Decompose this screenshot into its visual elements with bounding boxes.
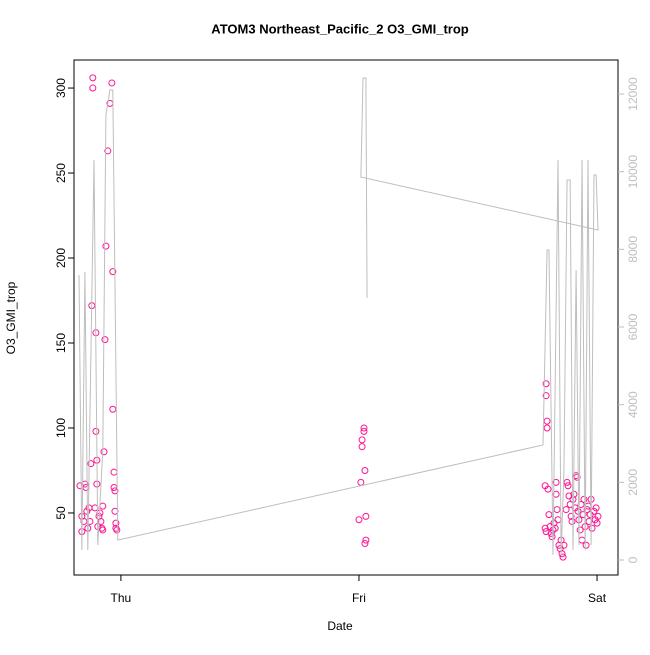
point xyxy=(99,502,107,510)
point xyxy=(552,478,560,486)
x-tick-label: Fri xyxy=(352,591,366,605)
y-tick-label: 100 xyxy=(54,418,68,438)
point xyxy=(547,529,555,537)
point xyxy=(91,504,99,512)
point xyxy=(357,478,365,486)
y2-tick-label: 4000 xyxy=(626,391,640,418)
point xyxy=(83,507,91,515)
y-axis-label: O3_GMI_trop xyxy=(4,281,18,354)
point xyxy=(553,506,561,514)
point xyxy=(554,516,562,524)
y-tick-label: 150 xyxy=(54,333,68,353)
point xyxy=(92,427,100,435)
point xyxy=(112,519,120,527)
line xyxy=(78,77,599,556)
point xyxy=(586,511,594,519)
point xyxy=(361,540,369,548)
point xyxy=(585,517,593,525)
point xyxy=(542,392,550,400)
point xyxy=(101,336,109,344)
point xyxy=(362,536,370,544)
point xyxy=(594,512,602,520)
point xyxy=(562,506,570,514)
point xyxy=(552,490,560,498)
point xyxy=(100,448,108,456)
point xyxy=(99,526,107,534)
point xyxy=(543,417,551,425)
point xyxy=(545,511,553,519)
point xyxy=(574,507,582,515)
x-tick-label: Thu xyxy=(111,591,132,605)
point xyxy=(551,524,559,532)
point xyxy=(583,506,591,514)
y-tick-label: 200 xyxy=(54,248,68,268)
point xyxy=(109,405,117,413)
point xyxy=(582,541,590,549)
point xyxy=(108,79,116,87)
point xyxy=(558,550,566,558)
y2-tick-label: 12000 xyxy=(626,77,640,111)
point xyxy=(355,516,363,524)
point xyxy=(81,480,89,488)
y2-tick-label: 0 xyxy=(626,556,640,563)
point xyxy=(109,268,117,276)
point xyxy=(82,483,90,491)
y-tick-label: 50 xyxy=(54,506,68,520)
point xyxy=(358,443,366,451)
point xyxy=(565,492,573,500)
point xyxy=(360,427,368,435)
y2-tick-label: 2000 xyxy=(626,469,640,496)
point xyxy=(563,478,571,486)
y-tick-label: 300 xyxy=(54,78,68,98)
point xyxy=(564,482,572,490)
point xyxy=(102,242,110,250)
point xyxy=(358,436,366,444)
point xyxy=(362,512,370,520)
point xyxy=(588,524,596,532)
point xyxy=(113,526,121,534)
point xyxy=(543,424,551,432)
point xyxy=(550,519,558,527)
point xyxy=(541,524,549,532)
point xyxy=(361,466,369,474)
point xyxy=(579,511,587,519)
point xyxy=(568,517,576,525)
y-tick-label: 250 xyxy=(54,163,68,183)
y2-tick-label: 10000 xyxy=(626,155,640,189)
point xyxy=(360,424,368,432)
point xyxy=(559,553,567,561)
point xyxy=(87,460,95,468)
point xyxy=(580,495,588,503)
y2-tick-label: 6000 xyxy=(626,313,640,340)
point xyxy=(567,512,575,520)
x-tick-label: Sat xyxy=(588,591,607,605)
point xyxy=(542,528,550,536)
point xyxy=(592,504,600,512)
point xyxy=(111,487,119,495)
x-axis-label: Date xyxy=(327,619,353,633)
point xyxy=(593,519,601,527)
point xyxy=(110,468,118,476)
point xyxy=(89,84,97,92)
chart-title: ATOM3 Northeast_Pacific_2 O3_GMI_trop xyxy=(211,21,468,36)
point xyxy=(548,533,556,541)
point xyxy=(544,485,552,493)
point xyxy=(578,536,586,544)
point xyxy=(86,517,94,525)
point xyxy=(542,380,550,388)
point xyxy=(576,526,584,534)
plot-box xyxy=(73,59,619,576)
point xyxy=(89,74,97,82)
point xyxy=(104,147,112,155)
y2-tick-label: 8000 xyxy=(626,236,640,263)
